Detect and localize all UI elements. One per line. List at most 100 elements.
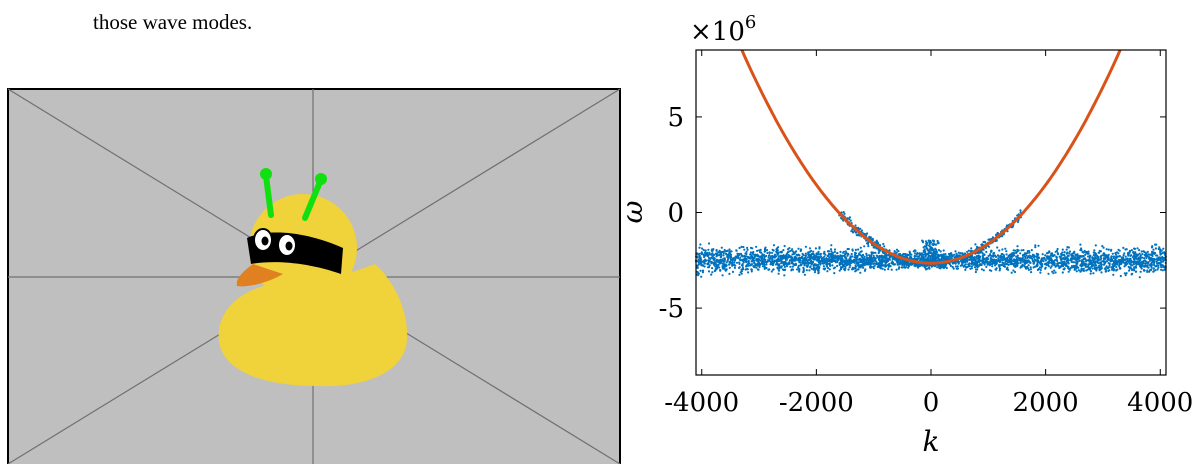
- scatter-point: [944, 253, 947, 256]
- scatter-point: [728, 260, 731, 263]
- scatter-point: [870, 251, 873, 254]
- scatter-point: [954, 265, 957, 268]
- scatter-point: [1010, 271, 1013, 274]
- scatter-point: [867, 259, 871, 262]
- scatter-point: [1152, 270, 1155, 273]
- scatter-point: [749, 257, 752, 260]
- scatter-point: [703, 262, 706, 265]
- scatter-point: [713, 257, 716, 260]
- scatter-point: [1010, 255, 1013, 258]
- scatter-point: [1087, 255, 1090, 258]
- scatter-point: [826, 270, 829, 273]
- scatter-point: [741, 266, 744, 270]
- scatter-point: [1135, 263, 1138, 266]
- scatter-point: [939, 267, 942, 270]
- scatter-point: [1077, 269, 1080, 272]
- scatter-point: [1141, 256, 1144, 259]
- scatter-point: [812, 264, 815, 267]
- scatter-point: [1039, 271, 1042, 274]
- scatter-point: [1156, 268, 1159, 271]
- scatter-point: [1092, 251, 1095, 254]
- scatter-point: [1160, 263, 1163, 266]
- scatter-point: [971, 260, 974, 263]
- scatter-point: [817, 253, 820, 256]
- scatter-point: [1114, 263, 1117, 266]
- scatter-point: [711, 252, 714, 255]
- scatter-point: [746, 246, 749, 249]
- scatter-point: [1080, 255, 1083, 258]
- scatter-point: [1102, 263, 1106, 266]
- scatter-point: [846, 252, 849, 255]
- scatter-point: [759, 248, 762, 251]
- scatter-point: [845, 262, 848, 265]
- scatter-point: [750, 270, 753, 273]
- scatter-point: [1145, 256, 1148, 260]
- scatter-point: [1102, 246, 1105, 249]
- scatter-point: [943, 263, 946, 266]
- scatter-point: [1112, 255, 1115, 258]
- scatter-point: [872, 267, 875, 270]
- scatter-point: [791, 265, 794, 268]
- scatter-point: [716, 252, 719, 256]
- scatter-point: [1051, 270, 1054, 273]
- scatter-point: [874, 251, 877, 254]
- scatter-point: [781, 268, 785, 271]
- scatter-point: [1151, 259, 1154, 263]
- scatter-point: [698, 252, 701, 255]
- scatter-point: [921, 255, 925, 258]
- scatter-point: [1129, 254, 1132, 257]
- scatter-point: [738, 266, 741, 269]
- scatter-point: [1077, 257, 1080, 260]
- scatter-point: [814, 269, 817, 272]
- scatter-point: [881, 263, 884, 267]
- scatter-point: [1148, 256, 1151, 259]
- scatter-point: [954, 250, 957, 253]
- scatter-point: [808, 254, 811, 257]
- scatter-point: [785, 258, 788, 261]
- scatter-point: [885, 261, 888, 264]
- scatter-point: [1125, 248, 1128, 251]
- scatter-point: [927, 266, 931, 269]
- scatter-point: [1037, 267, 1040, 271]
- scatter-point: [931, 256, 934, 260]
- scatter-point: [1137, 257, 1140, 260]
- scatter-point: [983, 258, 986, 261]
- scatter-point: [799, 263, 802, 266]
- scatter-point: [717, 251, 720, 254]
- scatter-point: [832, 254, 835, 257]
- scatter-point: [713, 259, 716, 262]
- scatter-point: [955, 252, 958, 255]
- scatter-point: [1026, 252, 1029, 255]
- scatter-point: [1162, 247, 1165, 250]
- scatter-point: [1034, 244, 1037, 247]
- scatter-point: [747, 264, 750, 267]
- scatter-point: [995, 262, 998, 266]
- scatter-point: [1148, 253, 1151, 256]
- scatter-point: [928, 243, 931, 247]
- scatter-point: [1102, 252, 1105, 255]
- scatter-point: [745, 257, 748, 261]
- scatter-point: [783, 265, 786, 268]
- scatter-point: [991, 265, 994, 268]
- scatter-point: [797, 247, 800, 250]
- scatter-point: [726, 259, 729, 262]
- scatter-point: [1130, 267, 1133, 270]
- scatter-point: [1058, 266, 1061, 269]
- scatter-point: [828, 256, 831, 259]
- scatter-point: [868, 254, 871, 257]
- scatter-point: [734, 264, 737, 267]
- scatter-point: [975, 255, 978, 258]
- scatter-point: [851, 268, 854, 271]
- scatter-point: [1011, 226, 1014, 229]
- scatter-point: [1041, 263, 1044, 266]
- scatter-point: [790, 257, 793, 260]
- scatter-point: [951, 261, 954, 265]
- scatter-point: [925, 241, 928, 244]
- scatter-point: [1045, 252, 1049, 255]
- scatter-point: [1102, 257, 1105, 260]
- scatter-point: [1101, 245, 1104, 248]
- scatter-point: [1120, 258, 1123, 261]
- scatter-point: [750, 263, 753, 266]
- scatter-point: [810, 256, 814, 260]
- scatter-point: [1107, 256, 1110, 259]
